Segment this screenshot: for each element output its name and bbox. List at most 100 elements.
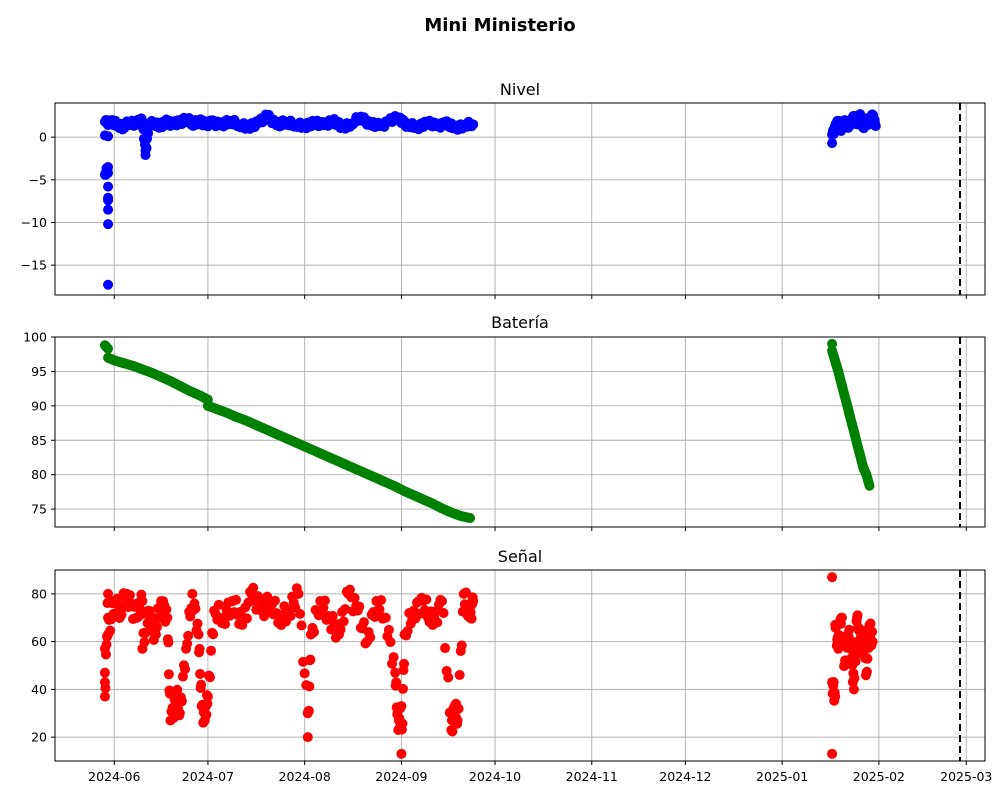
data-point — [827, 138, 838, 149]
data-point — [443, 672, 454, 683]
data-point — [103, 219, 114, 230]
data-point — [103, 195, 114, 206]
data-point — [103, 181, 114, 192]
data-point — [208, 629, 219, 640]
data-point — [421, 594, 432, 605]
data-point — [432, 617, 443, 628]
data-point — [103, 167, 114, 178]
x-tick-label: 2024-12 — [659, 769, 711, 784]
data-point — [161, 604, 172, 615]
data-point — [466, 613, 477, 624]
data-point — [183, 630, 194, 641]
data-point — [139, 637, 150, 648]
data-point — [861, 666, 872, 677]
data-point — [190, 603, 201, 614]
data-point — [468, 119, 479, 130]
data-point — [828, 677, 839, 688]
data-point — [206, 645, 217, 656]
panel-title-bateria: Batería — [491, 313, 549, 332]
x-tick-label: 2024-09 — [375, 769, 427, 784]
data-point — [862, 653, 873, 664]
panel-bateria: Batería 100 95 90 85 80 75 — [23, 313, 986, 531]
scatter-series — [99, 109, 881, 290]
data-point — [103, 588, 114, 599]
data-point — [327, 610, 338, 621]
data-point — [103, 279, 114, 290]
data-point — [391, 677, 402, 688]
data-point — [383, 624, 394, 635]
scatter-series — [99, 572, 878, 759]
data-point — [385, 637, 396, 648]
data-point — [344, 584, 355, 595]
data-point — [270, 595, 281, 606]
plot-frame — [54, 569, 986, 762]
data-point — [174, 708, 185, 719]
data-point — [354, 601, 365, 612]
data-point — [187, 588, 198, 599]
data-point — [100, 649, 111, 660]
y-tick-label: 100 — [23, 330, 47, 345]
data-point — [453, 703, 464, 714]
y-tick-label: −15 — [21, 258, 47, 273]
data-point — [447, 726, 458, 737]
data-point — [151, 622, 162, 633]
y-tick-label: 0 — [39, 130, 47, 145]
data-point — [293, 588, 304, 599]
data-point — [309, 627, 320, 638]
y-tick-label: 80 — [31, 467, 47, 482]
data-point — [850, 656, 861, 667]
data-point — [103, 131, 114, 142]
y-tick-label: 40 — [31, 682, 47, 697]
data-point — [150, 629, 161, 640]
panel-title-senal: Señal — [498, 547, 542, 566]
x-tick-label: 2024-06 — [88, 769, 140, 784]
data-point — [163, 637, 174, 648]
data-point — [180, 664, 191, 675]
data-point — [241, 613, 252, 624]
x-tick-label: 2024-07 — [182, 769, 234, 784]
data-point — [103, 343, 114, 354]
x-tick-label: 2024-10 — [469, 769, 521, 784]
figure-title: Mini Ministerio — [424, 15, 575, 36]
data-point — [205, 672, 215, 683]
data-point — [867, 636, 878, 647]
data-point — [390, 667, 401, 678]
data-point — [99, 691, 110, 702]
data-point — [870, 121, 881, 132]
data-point — [302, 732, 313, 743]
data-point — [864, 480, 875, 491]
y-tick-label: 60 — [31, 634, 47, 649]
data-point — [340, 604, 351, 615]
data-point — [137, 596, 148, 607]
y-tick-label: 75 — [31, 502, 47, 517]
y-tick-label: 80 — [31, 586, 47, 601]
data-point — [848, 684, 859, 695]
data-point — [116, 609, 127, 620]
data-point — [468, 596, 479, 607]
data-point — [865, 618, 876, 629]
data-point — [465, 513, 476, 524]
plot-frame — [54, 336, 986, 528]
data-point — [182, 638, 193, 649]
y-tick-label: 90 — [31, 398, 47, 413]
data-point — [396, 701, 407, 712]
data-point — [285, 610, 296, 621]
y-tick-label: 85 — [31, 433, 47, 448]
data-point — [849, 673, 860, 684]
data-point — [213, 599, 224, 610]
y-tick-label: −5 — [29, 172, 47, 187]
data-point — [454, 670, 465, 681]
data-point — [380, 612, 391, 623]
data-point — [358, 617, 369, 628]
data-point — [827, 572, 838, 583]
plot-frame — [54, 102, 986, 296]
data-point — [365, 632, 376, 643]
data-point — [99, 667, 110, 678]
data-point — [248, 582, 259, 593]
data-point — [124, 590, 135, 601]
x-tick-label: 2025-01 — [756, 769, 808, 784]
data-point — [296, 620, 307, 631]
data-point — [176, 696, 187, 707]
data-point — [319, 595, 330, 606]
